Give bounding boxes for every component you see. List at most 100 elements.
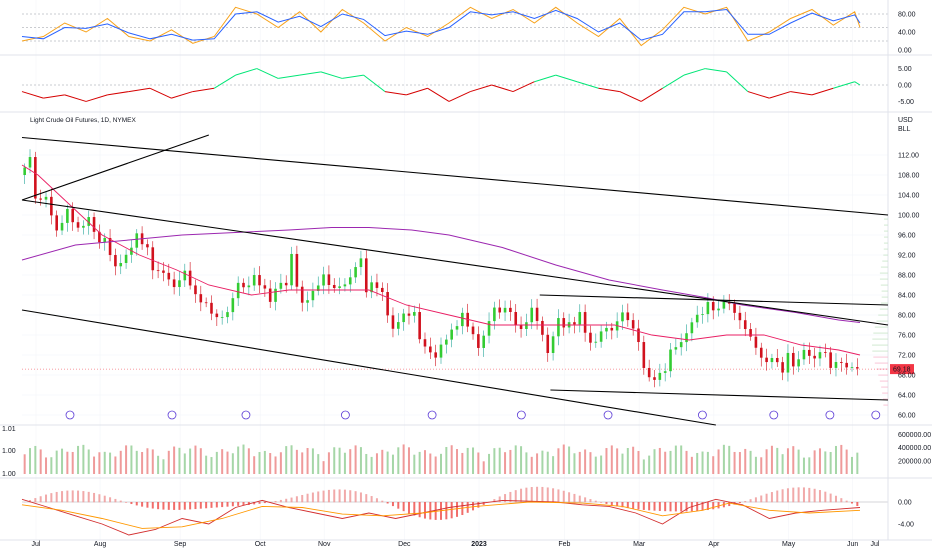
volume-profile-bar <box>873 332 888 334</box>
osc-segment <box>149 87 172 99</box>
macd-histogram-bar <box>285 498 288 503</box>
macd-histogram-bar <box>664 502 667 512</box>
macd-histogram-bar <box>621 502 624 508</box>
x-tick-label: 2023 <box>471 541 487 548</box>
macd-histogram-bar <box>562 490 565 503</box>
candle-body <box>599 331 603 342</box>
candle-body <box>818 352 822 359</box>
macd-histogram-bar <box>359 492 362 503</box>
candle-body <box>108 237 112 256</box>
osc-segment <box>833 81 855 89</box>
volume-bar <box>541 450 544 474</box>
event-marker-icon <box>516 410 526 420</box>
event-marker-icon <box>167 410 177 420</box>
macd-histogram-bar <box>237 502 240 506</box>
volume-profile-bar <box>879 272 888 274</box>
candle-body <box>76 222 80 228</box>
volume-bar <box>792 446 795 474</box>
osc-segment <box>640 87 663 102</box>
x-tick-label: Oct <box>255 541 266 548</box>
volume-bar <box>386 451 389 474</box>
macd-histogram-bar <box>781 489 784 503</box>
volume-bar <box>290 445 293 474</box>
volume-bar <box>589 452 592 474</box>
candle-body <box>188 270 192 286</box>
macd-histogram-bar <box>290 497 293 503</box>
macd-histogram-bar <box>541 486 544 503</box>
candle-body <box>268 288 272 302</box>
trendline-upper <box>21 136 889 216</box>
osc-tick-label: 5.00 <box>898 66 912 73</box>
candle-body <box>701 314 704 315</box>
macd-histogram-bar <box>221 502 224 508</box>
candle-body <box>711 302 715 311</box>
macd-histogram-bar <box>530 487 533 503</box>
osc-segment <box>619 91 642 102</box>
volume-profile-bar <box>878 374 888 376</box>
volume-bar <box>301 452 304 474</box>
macd-histogram-bar <box>311 492 314 503</box>
price-tick-label: 60.00 <box>898 413 916 420</box>
candle-body <box>450 329 453 340</box>
osc-segment <box>448 91 471 102</box>
volume-bar <box>349 449 352 474</box>
candle-body <box>119 262 123 267</box>
candle-body <box>759 347 763 358</box>
macd-histogram-bar <box>616 502 619 507</box>
osc-segment <box>747 91 770 99</box>
candle-body <box>322 274 325 286</box>
volume-bar <box>440 453 442 474</box>
candle-body <box>204 302 208 304</box>
x-tick-label: Mar <box>633 541 646 548</box>
candle-body <box>573 322 576 325</box>
volume-bar <box>610 445 613 474</box>
macd-histogram-bar <box>536 486 539 503</box>
volume-bar <box>413 454 416 474</box>
volume-bar <box>584 449 587 474</box>
volume-profile-bar <box>882 398 888 400</box>
macd-histogram-bar <box>98 494 101 503</box>
x-tick-label: Dec <box>398 541 411 548</box>
volume-bar <box>157 455 160 474</box>
candle-body <box>653 377 656 380</box>
x-tick-label: Jul <box>871 541 880 548</box>
macd-histogram-bar <box>87 491 90 503</box>
volume-bar <box>151 449 154 474</box>
volume-bar <box>295 449 298 474</box>
volume-bar <box>242 444 245 474</box>
macd-histogram-bar <box>413 502 416 516</box>
candle-body <box>391 315 395 329</box>
candle-body <box>626 312 630 321</box>
price-tick-label: 72.00 <box>898 353 916 360</box>
macd-histogram-bar <box>391 502 394 507</box>
volume-profile-bar <box>880 284 888 286</box>
candle-body <box>503 307 507 313</box>
candle-body <box>386 292 389 316</box>
macd-histogram-bar <box>189 502 192 510</box>
candle-body <box>477 334 480 348</box>
volume-tick-label: 400000.00 <box>898 445 931 452</box>
volume-bar <box>39 449 42 474</box>
candle-body <box>807 349 811 356</box>
candle-body <box>461 312 464 327</box>
volume-bar <box>770 445 773 474</box>
candle-body <box>631 320 635 329</box>
volume-bar <box>834 445 837 474</box>
volume-bar <box>189 448 192 474</box>
candle-body <box>824 352 827 353</box>
macd-histogram-bar <box>167 502 170 510</box>
volume-profile-bar <box>883 236 888 238</box>
candle-body <box>60 222 64 231</box>
last-price-badge <box>890 364 914 375</box>
candle-body <box>802 349 806 360</box>
candle-body <box>509 307 512 313</box>
macd-histogram-bar <box>642 502 645 510</box>
candle-body <box>279 282 283 289</box>
macd-histogram-bar <box>231 502 234 507</box>
volume-bar <box>621 453 624 474</box>
candle-body <box>92 217 96 232</box>
volume-bar <box>322 461 325 474</box>
osc-segment <box>43 94 65 99</box>
volume-bar <box>760 457 763 474</box>
